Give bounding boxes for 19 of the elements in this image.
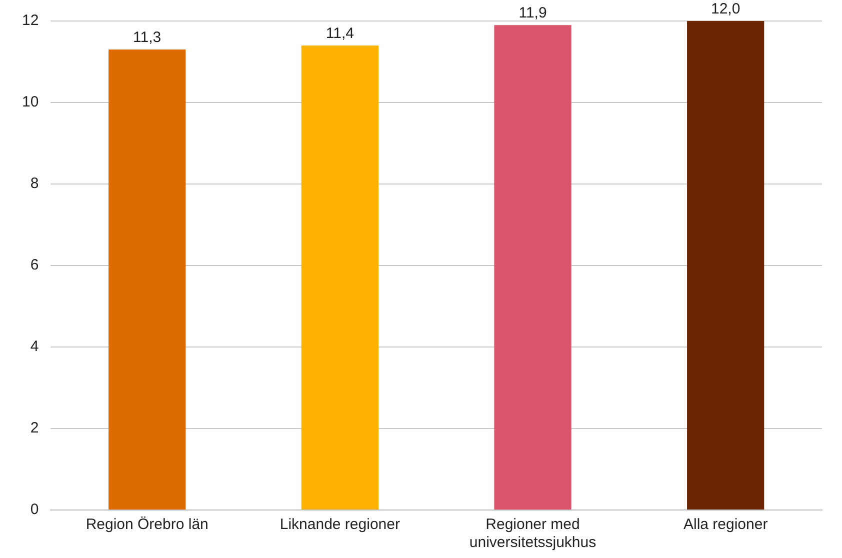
y-tick-label: 12 [22, 12, 39, 30]
data-label: 11,9 [518, 4, 547, 22]
y-tick-label: 10 [22, 94, 39, 111]
x-tick-label: Liknande regioner [280, 516, 400, 534]
bar [108, 50, 186, 510]
data-label: 11,3 [133, 29, 162, 46]
x-tick-label: Alla regioner [683, 516, 768, 534]
data-label: 12,0 [710, 0, 740, 18]
y-tick-label: 0 [30, 501, 39, 518]
bar [301, 45, 378, 510]
bar [687, 21, 764, 510]
x-tick-label: Region Örebro län [86, 516, 208, 534]
data-label: 11,4 [326, 25, 354, 42]
y-tick-label: 6 [30, 256, 39, 274]
y-tick-label: 8 [30, 175, 39, 192]
y-tick-label: 4 [30, 338, 39, 356]
y-tick-label: 2 [30, 420, 39, 437]
bar [494, 25, 572, 510]
x-tick-label: Regioner med universitetssjukhus [469, 516, 596, 552]
